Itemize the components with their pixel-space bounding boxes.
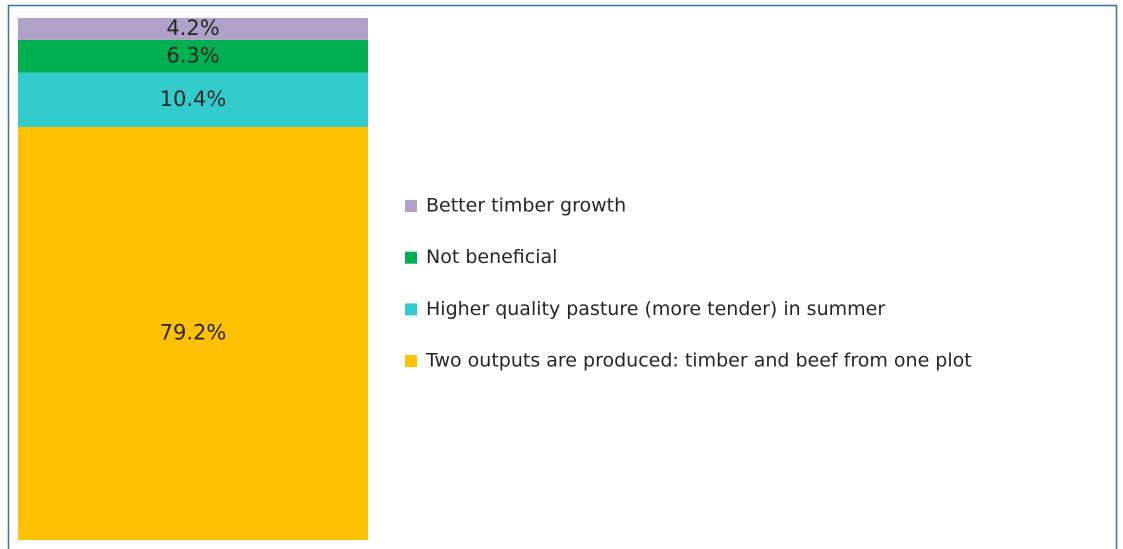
legend-swatch [405,200,417,212]
data-label: 4.2% [166,16,219,40]
data-label: 6.3% [166,43,219,67]
data-label: 10.4% [160,87,227,111]
bar-segment [18,126,368,540]
bar-segment [18,72,368,127]
legend-swatch [405,251,417,264]
legend-swatch [405,355,417,368]
legend-label: Better timber growth [426,195,626,217]
legend-label: Two outputs are produced: timber and bee… [425,350,972,372]
bar-segment [18,18,368,40]
legend-label: Not beneficial [426,246,557,268]
data-label: 79.2% [160,320,227,344]
legend-swatch [405,303,417,316]
chart-frame [7,4,1118,549]
legend-label: Higher quality pasture (more tender) in … [426,298,885,320]
bar-segment [18,39,368,73]
